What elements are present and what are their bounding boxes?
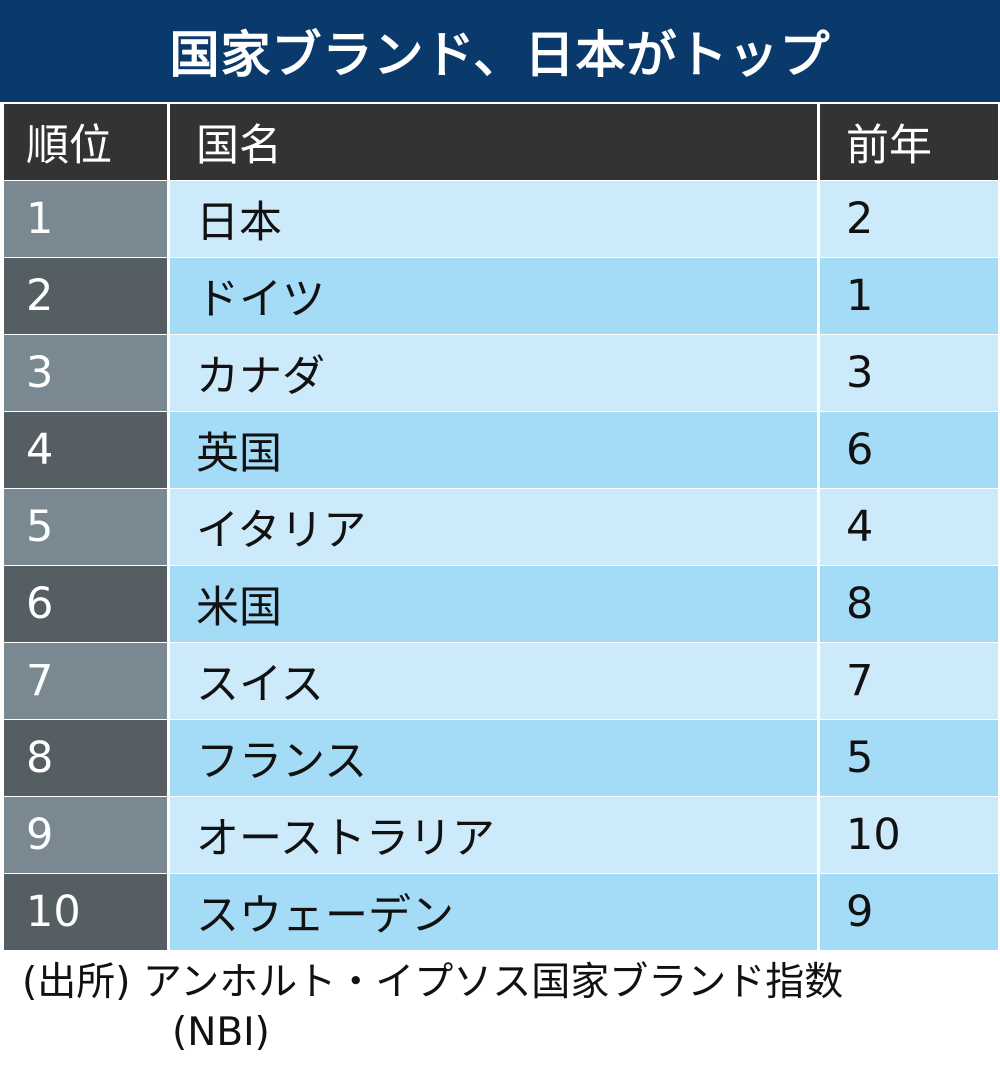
table-row: 6 米国 8 — [4, 566, 998, 643]
header-previous: 前年 — [817, 104, 998, 180]
table-row: 2 ドイツ 1 — [4, 258, 998, 335]
previous-rank-cell: 10 — [817, 797, 998, 873]
previous-rank-cell: 3 — [817, 335, 998, 411]
table-row: 5 イタリア 4 — [4, 489, 998, 566]
source-note: (出所) アンホルト・イプソス国家ブランド指数 (NBI) — [22, 958, 982, 1058]
table-body: 1 日本 2 2 ドイツ 1 3 カナダ 3 4 英国 6 5 イタリア 4 6 米国 8 7 スイス 7 8 フランス 5 9… — [4, 181, 998, 951]
chart-title: 国家ブランド、日本がトップ — [0, 0, 1000, 102]
country-cell: 米国 — [167, 566, 817, 642]
rank-cell: 3 — [4, 335, 167, 411]
country-cell: イタリア — [167, 489, 817, 565]
table-row: 3 カナダ 3 — [4, 335, 998, 412]
rank-cell: 1 — [4, 181, 167, 257]
rank-cell: 6 — [4, 566, 167, 642]
country-cell: カナダ — [167, 335, 817, 411]
table-row: 7 スイス 7 — [4, 643, 998, 720]
rank-cell: 4 — [4, 412, 167, 488]
country-cell: フランス — [167, 720, 817, 796]
rank-cell: 10 — [4, 874, 167, 950]
table-row: 10 スウェーデン 9 — [4, 874, 998, 951]
rank-cell: 2 — [4, 258, 167, 334]
country-cell: ドイツ — [167, 258, 817, 334]
source-line2: (NBI) — [172, 1010, 270, 1055]
country-cell: 英国 — [167, 412, 817, 488]
table-header-row: 順位 国名 前年 — [4, 104, 998, 181]
previous-rank-cell: 9 — [817, 874, 998, 950]
table-row: 4 英国 6 — [4, 412, 998, 489]
rank-cell: 7 — [4, 643, 167, 719]
table-row: 8 フランス 5 — [4, 720, 998, 797]
header-country: 国名 — [167, 104, 817, 180]
previous-rank-cell: 4 — [817, 489, 998, 565]
previous-rank-cell: 7 — [817, 643, 998, 719]
header-rank: 順位 — [4, 104, 167, 180]
previous-rank-cell: 6 — [817, 412, 998, 488]
rank-cell: 5 — [4, 489, 167, 565]
previous-rank-cell: 8 — [817, 566, 998, 642]
ranking-table: 順位 国名 前年 1 日本 2 2 ドイツ 1 3 カナダ 3 4 英国 6 5 イタリア 4 6 米国 8 7 スイ… — [4, 104, 998, 951]
previous-rank-cell: 1 — [817, 258, 998, 334]
previous-rank-cell: 2 — [817, 181, 998, 257]
country-cell: オーストラリア — [167, 797, 817, 873]
country-cell: スイス — [167, 643, 817, 719]
country-cell: 日本 — [167, 181, 817, 257]
table-row: 1 日本 2 — [4, 181, 998, 258]
table-row: 9 オーストラリア 10 — [4, 797, 998, 874]
rank-cell: 9 — [4, 797, 167, 873]
previous-rank-cell: 5 — [817, 720, 998, 796]
rank-cell: 8 — [4, 720, 167, 796]
source-line1: (出所) アンホルト・イプソス国家ブランド指数 — [22, 960, 844, 1005]
country-cell: スウェーデン — [167, 874, 817, 950]
